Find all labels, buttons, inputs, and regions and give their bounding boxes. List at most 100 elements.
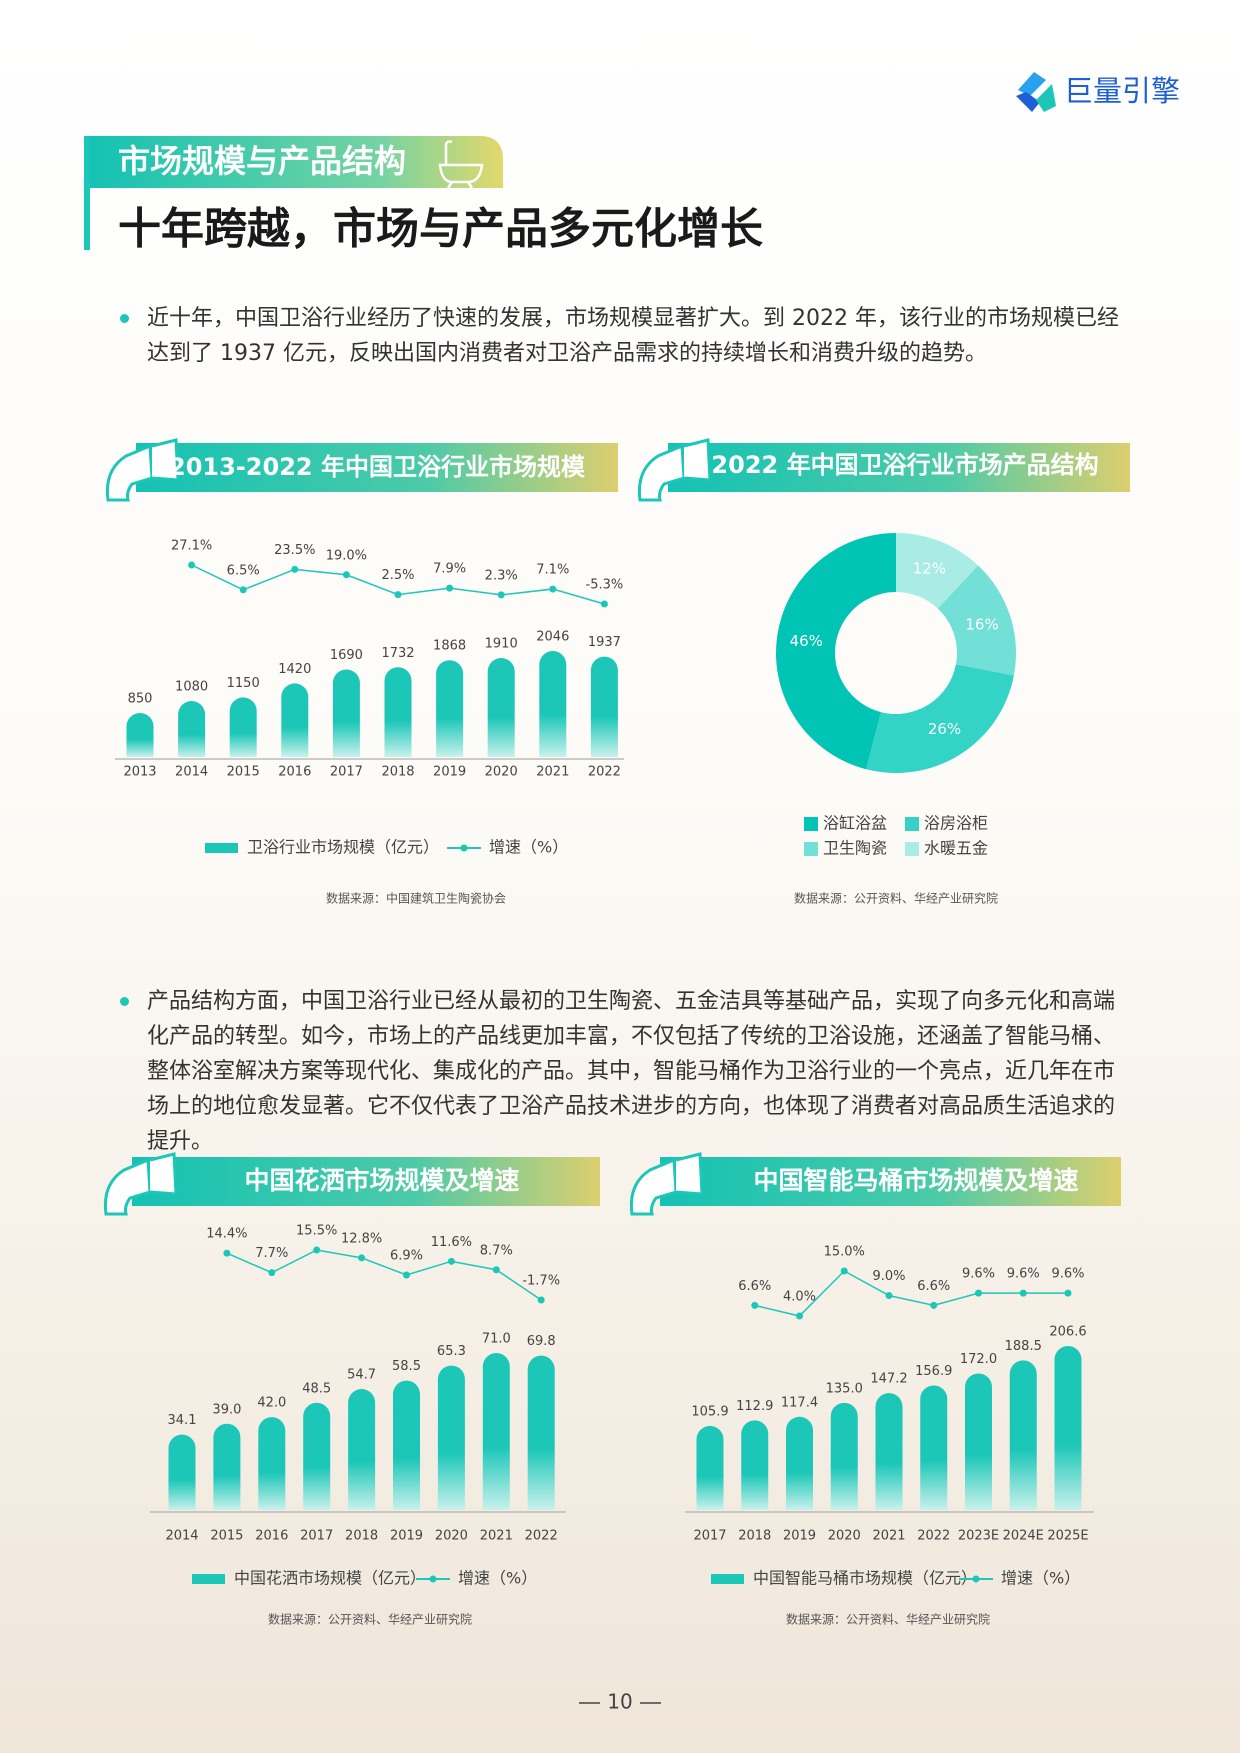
x-tick-label: 2022: [525, 1529, 558, 1544]
bar-value-label: 42.0: [257, 1396, 286, 1411]
line-point: [446, 584, 454, 592]
legend-swatch: [972, 1575, 980, 1583]
bar: [126, 712, 154, 757]
bar-value-label: 58.5: [392, 1359, 421, 1374]
line-point: [840, 1267, 848, 1275]
paragraph: 近十年，中国卫浴行业经历了快速的发展，市场规模显著扩大。到 2022 年，该行业…: [147, 306, 1119, 366]
x-tick-label: 2020: [828, 1529, 861, 1544]
shower-icon: [637, 438, 712, 502]
page-title: 十年跨越，市场与产品多元化增长: [118, 205, 763, 255]
legend-label: 增速（%）: [458, 1569, 537, 1588]
bar: [482, 1353, 510, 1510]
bar-value-label: 1420: [278, 662, 311, 677]
legend-label: 浴房浴柜: [924, 814, 988, 833]
bar-value-label: 71.0: [482, 1332, 511, 1347]
chart-header-bg: [136, 443, 618, 492]
line-point: [394, 591, 402, 599]
bar-value-label: 1910: [485, 637, 518, 652]
line-point: [342, 571, 350, 579]
bar: [590, 656, 618, 757]
logo-text: 巨量引擎: [1064, 74, 1180, 108]
bar-value-label: 69.8: [527, 1334, 556, 1349]
legend-label: 增速（%）: [1001, 1569, 1080, 1588]
bar-value-label: 112.9: [736, 1399, 773, 1414]
slice-label: 12%: [913, 559, 946, 577]
bar-value-label: 1690: [330, 648, 363, 663]
line-value-label: 2.5%: [381, 568, 414, 583]
legend-swatch: [429, 1575, 437, 1583]
donut-slice: [937, 565, 1016, 676]
line-value-label: -5.3%: [586, 578, 624, 593]
bar: [303, 1402, 331, 1510]
line-value-label: 6.6%: [917, 1279, 950, 1294]
bar-value-label: 54.7: [347, 1368, 376, 1383]
line: [754, 1270, 1068, 1317]
line-value-label: -1.7%: [522, 1274, 560, 1289]
x-tick-label: 2022: [917, 1529, 950, 1544]
chart-header-bg: [668, 443, 1130, 492]
page-number: 10: [607, 1690, 632, 1714]
x-tick-label: 2022: [588, 765, 621, 780]
slice-label: 16%: [965, 616, 998, 634]
bar: [920, 1385, 948, 1510]
x-tick-label: 2019: [433, 765, 466, 780]
x-tick-label: 2018: [381, 765, 414, 780]
x-tick-label: 2018: [345, 1529, 378, 1544]
bar: [436, 660, 464, 757]
line-point: [313, 1246, 321, 1254]
x-tick-label: 2019: [783, 1529, 816, 1544]
bar: [487, 658, 515, 757]
donut-slice: [866, 664, 1014, 774]
bar-value-label: 1937: [588, 635, 621, 650]
x-tick-label: 2020: [435, 1529, 468, 1544]
bullet: [120, 314, 129, 323]
bar-value-label: 147.2: [870, 1372, 907, 1387]
line-value-label: 19.0%: [326, 548, 367, 563]
line-point: [600, 600, 608, 608]
line-point: [291, 565, 299, 573]
line-value-label: 9.6%: [962, 1267, 995, 1282]
line-point: [188, 561, 196, 569]
legend-label: 中国智能马桶市场规模（亿元）: [753, 1569, 977, 1588]
bar-value-label: 65.3: [437, 1344, 466, 1359]
bar: [393, 1380, 420, 1510]
legend-swatch: [804, 817, 818, 831]
x-tick-label: 2017: [330, 765, 363, 780]
legend-swatch: [905, 817, 919, 831]
legend-swatch: [460, 844, 468, 852]
line-value-label: 12.8%: [341, 1231, 382, 1246]
line-value-label: 9.6%: [1007, 1267, 1040, 1282]
chart-header-bg: [132, 1157, 600, 1206]
bar: [229, 697, 257, 757]
section-tag: 市场规模与产品结构: [118, 142, 406, 180]
slice-label: 46%: [790, 632, 823, 650]
line-value-label: 2.3%: [485, 568, 518, 583]
shower-icon: [629, 1152, 704, 1216]
bar-value-label: 172.0: [960, 1352, 997, 1367]
line-value-label: 9.6%: [1051, 1267, 1084, 1282]
x-tick-label: 2021: [536, 765, 569, 780]
line-point: [239, 586, 247, 594]
bar-value-label: 156.9: [915, 1364, 952, 1379]
line-value-label: 7.9%: [433, 562, 466, 577]
bar: [527, 1355, 555, 1510]
line-point: [537, 1296, 545, 1304]
line-value-label: 7.7%: [255, 1246, 288, 1261]
legend-swatch: [192, 1574, 225, 1584]
bar-value-label: 135.0: [826, 1381, 863, 1396]
bar: [1009, 1360, 1037, 1510]
x-tick-label: 2019: [390, 1529, 423, 1544]
legend-swatch: [205, 843, 238, 853]
line-point: [796, 1312, 803, 1320]
bar: [1054, 1346, 1082, 1510]
x-tick-label: 2014: [175, 765, 208, 780]
legend-label: 卫浴行业市场规模（亿元）: [247, 838, 439, 857]
bar-value-label: 117.4: [781, 1395, 818, 1410]
legend-label: 浴缸浴盆: [823, 814, 887, 833]
bathtub-icon: [438, 140, 484, 189]
line-value-label: 8.7%: [480, 1243, 513, 1258]
x-tick-label: 2025E: [1047, 1529, 1088, 1544]
x-tick-label: 2015: [227, 765, 260, 780]
bar-value-label: 1868: [433, 639, 466, 654]
